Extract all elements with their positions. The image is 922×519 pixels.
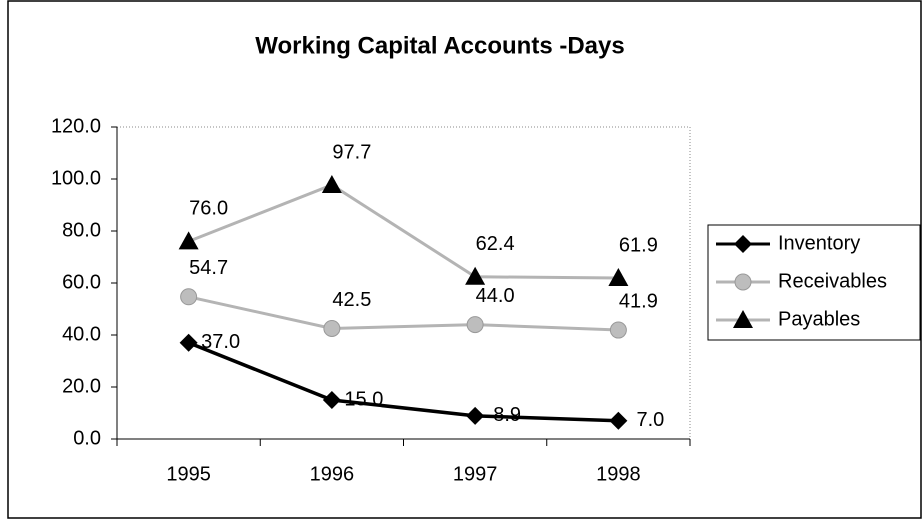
legend-marker — [734, 235, 752, 253]
y-tick-label: 20.0 — [62, 375, 101, 397]
y-tick-label: 80.0 — [62, 219, 101, 241]
data-label: 8.9 — [493, 404, 521, 426]
point — [180, 288, 198, 306]
x-tick-label: 1996 — [310, 463, 355, 485]
point — [322, 391, 341, 409]
point — [465, 266, 486, 285]
legend-marker — [733, 310, 753, 328]
data-label: 37.0 — [201, 331, 240, 353]
y-tick-label: 100.0 — [51, 167, 101, 189]
series-line — [187, 341, 619, 423]
y-tick-label: 120.0 — [51, 115, 101, 137]
data-label: 44.0 — [476, 285, 515, 307]
data-label: 41.9 — [619, 290, 658, 312]
data-label: 54.7 — [189, 257, 228, 279]
chart-title: Working Capital Accounts -Days — [255, 32, 624, 59]
legend-marker — [734, 273, 752, 291]
data-label: 62.4 — [476, 233, 515, 255]
plot-border — [117, 126, 691, 439]
legend-label: Receivables — [778, 270, 887, 292]
data-label: 97.7 — [332, 141, 371, 163]
data-label: 15.0 — [344, 388, 383, 410]
point — [609, 321, 627, 339]
y-tick-label: 60.0 — [62, 271, 101, 293]
data-label: 7.0 — [636, 409, 664, 431]
x-tick-label: 1998 — [596, 463, 641, 485]
point — [321, 174, 342, 193]
point — [609, 411, 628, 430]
x-tick-label: 1995 — [166, 463, 211, 485]
data-label: 42.5 — [332, 289, 371, 311]
point — [608, 268, 629, 287]
point — [179, 333, 198, 352]
point — [323, 320, 341, 337]
legend-label: Inventory — [778, 232, 860, 254]
point — [466, 406, 485, 425]
data-label: 76.0 — [189, 198, 228, 220]
series-line — [188, 295, 619, 332]
legend-label: Payables — [778, 308, 860, 330]
point — [466, 316, 484, 334]
point — [178, 231, 199, 250]
y-tick-label: 0.0 — [73, 427, 101, 449]
series-line — [188, 183, 619, 280]
y-tick-label: 40.0 — [62, 323, 101, 345]
x-tick-label: 1997 — [453, 463, 498, 485]
data-label: 61.9 — [619, 234, 658, 256]
